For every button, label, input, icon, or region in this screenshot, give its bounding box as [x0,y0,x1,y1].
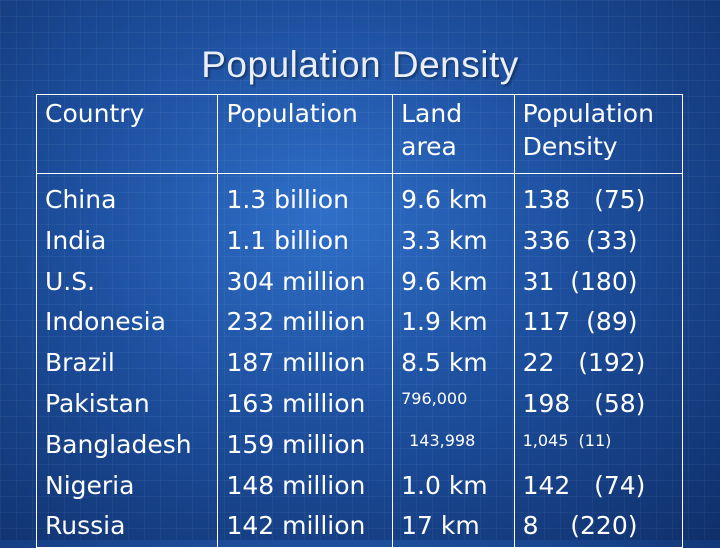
density-cell: 198 (58) [522,388,646,418]
density-cell: 336 (33) [522,225,638,255]
density-cell: 22 (192) [522,348,646,378]
slide-title: Population Density [201,44,519,85]
country-cell: Brazil [45,348,115,378]
country-cell: India [45,225,107,255]
header-country: Country [35,94,219,174]
table-header-row: Country Population Land area Population … [35,94,684,174]
population-column: 1.3 billion 1.1 billion 304 million 232 … [217,172,394,548]
land-area-column: 9.6 km 3.3 km 9.6 km 1.9 km 8.5 km 796,0… [392,172,515,548]
land-area-cell: 9.6 km [401,185,488,214]
table-body-row: China India U.S. Indonesia Brazil Pakist… [35,172,684,548]
country-cell: U.S. [45,266,96,296]
land-area-cell: 796,000 [401,388,468,408]
density-cell: 8 (220) [522,511,638,541]
population-cell: 232 million [226,307,366,337]
country-cell: Pakistan [45,388,150,418]
land-area-cell: 9.6 km [401,266,488,296]
country-cell: China [45,185,117,214]
density-cell: 31 (180) [522,266,638,296]
population-cell: 187 million [226,348,366,378]
header-population-density: Population Density [513,94,684,174]
land-area-cell: 8.5 km [401,348,488,378]
land-area-cell: 17 km [401,511,480,541]
population-cell: 1.3 billion [226,185,349,214]
header-land-area: Land area [392,94,515,174]
land-area-cell: 1.0 km [401,470,488,500]
population-cell: 148 million [226,470,366,500]
density-cell: 142 (74) [522,470,646,500]
country-cell: Nigeria [45,470,135,500]
density-cell: 117 (89) [522,307,638,337]
population-density-table: Country Population Land area Population … [35,94,684,548]
country-cell: Bangladesh [45,429,192,459]
land-area-cell: 143,998 [409,430,476,450]
population-cell: 304 million [226,266,366,296]
country-cell: Russia [45,511,126,541]
density-column: 138 (75) 336 (33) 31 (180) 117 (89) 22 (… [513,172,684,548]
density-cell: 138 (75) [522,185,646,214]
population-cell: 142 million [226,511,366,541]
country-cell: Indonesia [45,307,166,337]
population-cell: 1.1 billion [226,225,349,255]
land-area-cell: 3.3 km [401,225,488,255]
density-cell: 1,045 (11) [522,430,612,450]
population-cell: 159 million [226,429,366,459]
land-area-cell: 1.9 km [401,307,488,337]
header-population: Population [217,94,394,174]
population-cell: 163 million [226,388,366,418]
country-column: China India U.S. Indonesia Brazil Pakist… [35,172,219,548]
